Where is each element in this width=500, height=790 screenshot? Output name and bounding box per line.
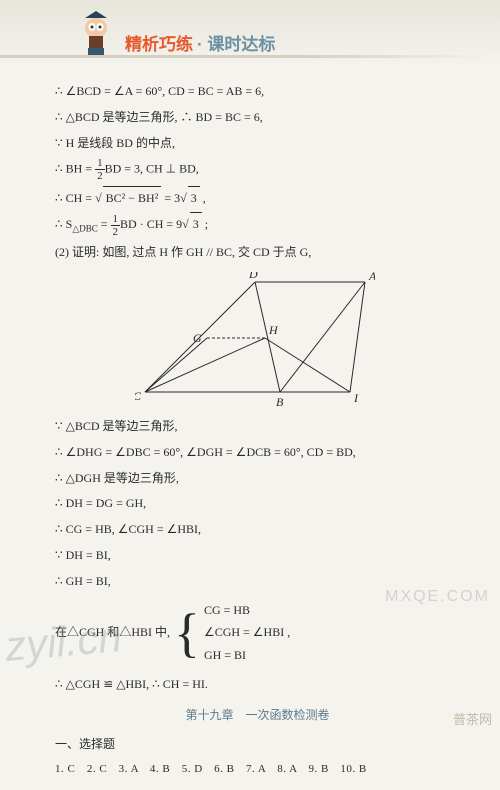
svg-text:C: C — [135, 389, 142, 403]
math-line: ∵ H 是线段 BD 的中点, — [55, 132, 460, 155]
svg-text:I: I — [353, 391, 359, 405]
math-line: ∴ △CGH ≌ △HBI, ∴ CH = HI. — [55, 673, 460, 696]
math-line: ∴ S△DBC = 12BD · CH = 9√3 ; — [55, 212, 460, 238]
math-line: ∴ ∠DHG = ∠DBC = 60°, ∠DGH = ∠DCB = 60°, … — [55, 441, 460, 464]
brace-block: 在△CGH 和△HBI 中, { CG = HB ∠CGH = ∠HBI , G… — [55, 599, 460, 667]
mascot-icon — [75, 8, 117, 58]
fraction: 12 — [95, 157, 105, 182]
main-content: ∴ ∠BCD = ∠A = 60°, CD = BC = AB = 6, ∴ △… — [0, 70, 500, 790]
chapter-title: 第十九章 一次函数检测卷 — [55, 704, 460, 727]
math-line: ∴ CG = HB, ∠CGH = ∠HBI, — [55, 518, 460, 541]
svg-text:B: B — [276, 395, 284, 407]
diagram-svg: C B I D A H G — [135, 272, 375, 407]
fraction: 12 — [111, 213, 121, 238]
math-line: ∴ △BCD 是等边三角形, ∴ BD = BC = 6, — [55, 106, 460, 129]
page-header: 精析巧练· 课时达标 — [0, 0, 500, 70]
math-line: ∴ △DGH 是等边三角形, — [55, 467, 460, 490]
math-line: (2) 证明: 如图, 过点 H 作 GH // BC, 交 CD 于点 G, — [55, 241, 460, 264]
math-line: ∴ GH = BI, — [55, 570, 460, 593]
svg-text:D: D — [248, 272, 258, 281]
math-line: ∴ DH = DG = GH, — [55, 492, 460, 515]
math-line: ∴ BH = 12BD = 3, CH ⊥ BD, — [55, 157, 460, 182]
math-line: ∴ CH = √BC² − BH² = 3√3 , — [55, 186, 460, 210]
svg-text:H: H — [268, 323, 279, 337]
header-title-sub: · 课时达标 — [197, 35, 275, 54]
geometry-diagram: C B I D A H G — [135, 272, 375, 407]
svg-text:A: A — [368, 272, 375, 283]
answers-row: 1. C 2. C 3. A 4. B 5. D 6. B 7. A 8. A … — [55, 759, 460, 780]
left-brace-icon: { — [174, 606, 200, 660]
math-line: ∴ ∠BCD = ∠A = 60°, CD = BC = AB = 6, — [55, 80, 460, 103]
math-line: ∵ DH = BI, — [55, 544, 460, 567]
svg-text:G: G — [193, 331, 202, 345]
header-divider — [0, 55, 500, 58]
header-title: 精析巧练· 课时达标 — [125, 30, 275, 55]
math-line: ∵ △BCD 是等边三角形, — [55, 415, 460, 438]
header-title-main: 精析巧练 — [125, 35, 193, 54]
